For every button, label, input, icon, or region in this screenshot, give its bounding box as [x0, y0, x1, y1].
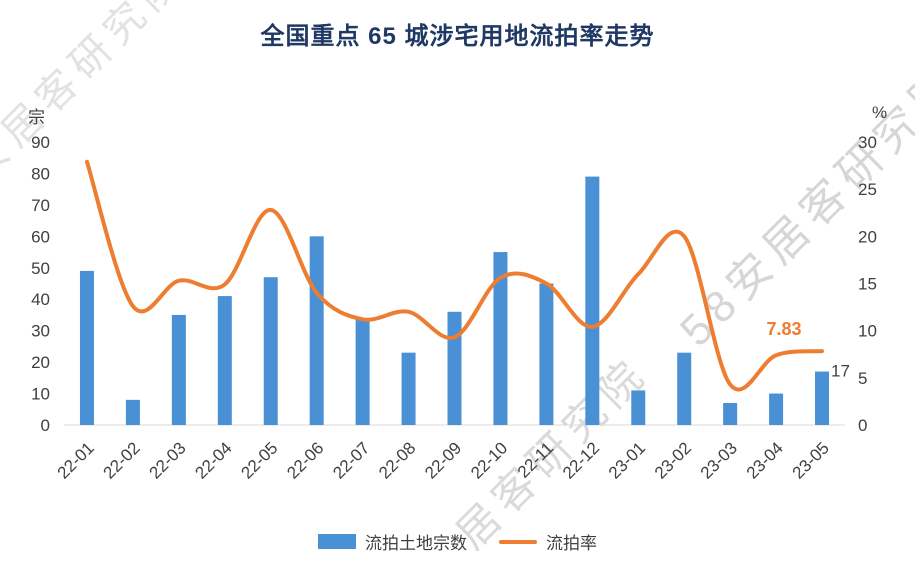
bar	[79, 270, 94, 425]
x-axis-tick-label: 22-10	[467, 438, 511, 482]
right-axis-tick-label: 10	[858, 322, 877, 341]
right-axis-tick-label: 25	[858, 180, 877, 199]
bar	[493, 252, 508, 425]
x-axis-tick-label: 22-08	[375, 438, 419, 482]
bar-series-swatch	[318, 534, 356, 549]
left-axis-unit-label: 宗	[28, 108, 45, 127]
left-axis-tick-label: 80	[31, 164, 50, 183]
rate-line	[85, 159, 824, 392]
left-axis-tick-label: 70	[31, 196, 50, 215]
right-axis-tick-label: 20	[858, 227, 877, 246]
line-series-swatch	[499, 539, 537, 544]
bar	[355, 318, 370, 425]
left-axis-tick-label: 20	[31, 353, 50, 372]
bar	[769, 393, 784, 425]
bar	[815, 371, 830, 425]
x-axis-tick-label: 22-09	[421, 438, 465, 482]
legend: 流拍土地宗数 流拍率	[0, 529, 915, 554]
x-axis-tick-label: 22-02	[100, 438, 144, 482]
bar	[677, 352, 692, 425]
left-axis-tick-label: 40	[31, 290, 50, 309]
x-axis-tick-label: 23-05	[789, 438, 833, 482]
bar	[631, 390, 646, 425]
left-axis-tick-label: 10	[31, 385, 50, 404]
bar	[723, 402, 738, 425]
bar	[447, 311, 462, 425]
bar	[309, 236, 324, 425]
left-axis-tick-label: 90	[31, 133, 50, 152]
line-value-label: 7.83	[767, 319, 802, 339]
x-axis-tick-label: 22-01	[54, 438, 98, 482]
legend-label: 流拍率	[546, 534, 597, 553]
x-axis-tick-label: 22-03	[145, 438, 189, 482]
bar	[171, 314, 186, 425]
x-axis-tick-label: 22-04	[191, 438, 235, 482]
legend-item-line-series: 流拍率	[499, 529, 597, 554]
left-axis-tick-label: 30	[31, 322, 50, 341]
x-axis-tick-label: 22-07	[329, 438, 373, 482]
legend-label: 流拍土地宗数	[365, 534, 467, 553]
left-axis-tick-label: 60	[31, 227, 50, 246]
x-axis-tick-label: 22-12	[559, 438, 603, 482]
x-axis-tick-label: 23-02	[651, 438, 695, 482]
left-axis-tick-label: 0	[41, 416, 50, 435]
bar	[585, 176, 600, 425]
x-axis-tick-label: 23-03	[697, 438, 741, 482]
chart-title: 全国重点 65 城涉宅用地流拍率走势	[260, 23, 655, 50]
right-axis-tick-label: 30	[858, 133, 877, 152]
bar	[263, 277, 278, 425]
right-axis-tick-label: 0	[858, 416, 867, 435]
x-axis-tick-label: 22-05	[237, 438, 281, 482]
bar	[125, 399, 140, 425]
bar-value-label: 17	[831, 362, 850, 381]
right-axis-tick-label: 15	[858, 275, 877, 294]
x-axis-tick-label: 23-01	[605, 438, 649, 482]
bar	[539, 283, 554, 425]
bar	[217, 296, 232, 425]
x-axis-tick-label: 22-11	[514, 438, 557, 481]
x-axis-tick-label: 22-06	[283, 438, 327, 482]
right-axis-tick-label: 5	[858, 369, 867, 388]
left-axis-tick-label: 50	[31, 259, 50, 278]
bar	[401, 352, 416, 425]
legend-item-bar-series: 流拍土地宗数	[318, 529, 467, 554]
right-axis-unit-label: %	[872, 103, 888, 122]
x-axis-tick-label: 23-04	[743, 438, 787, 482]
